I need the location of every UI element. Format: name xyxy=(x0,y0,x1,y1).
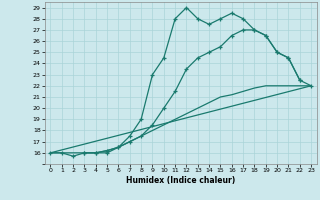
X-axis label: Humidex (Indice chaleur): Humidex (Indice chaleur) xyxy=(126,176,236,185)
